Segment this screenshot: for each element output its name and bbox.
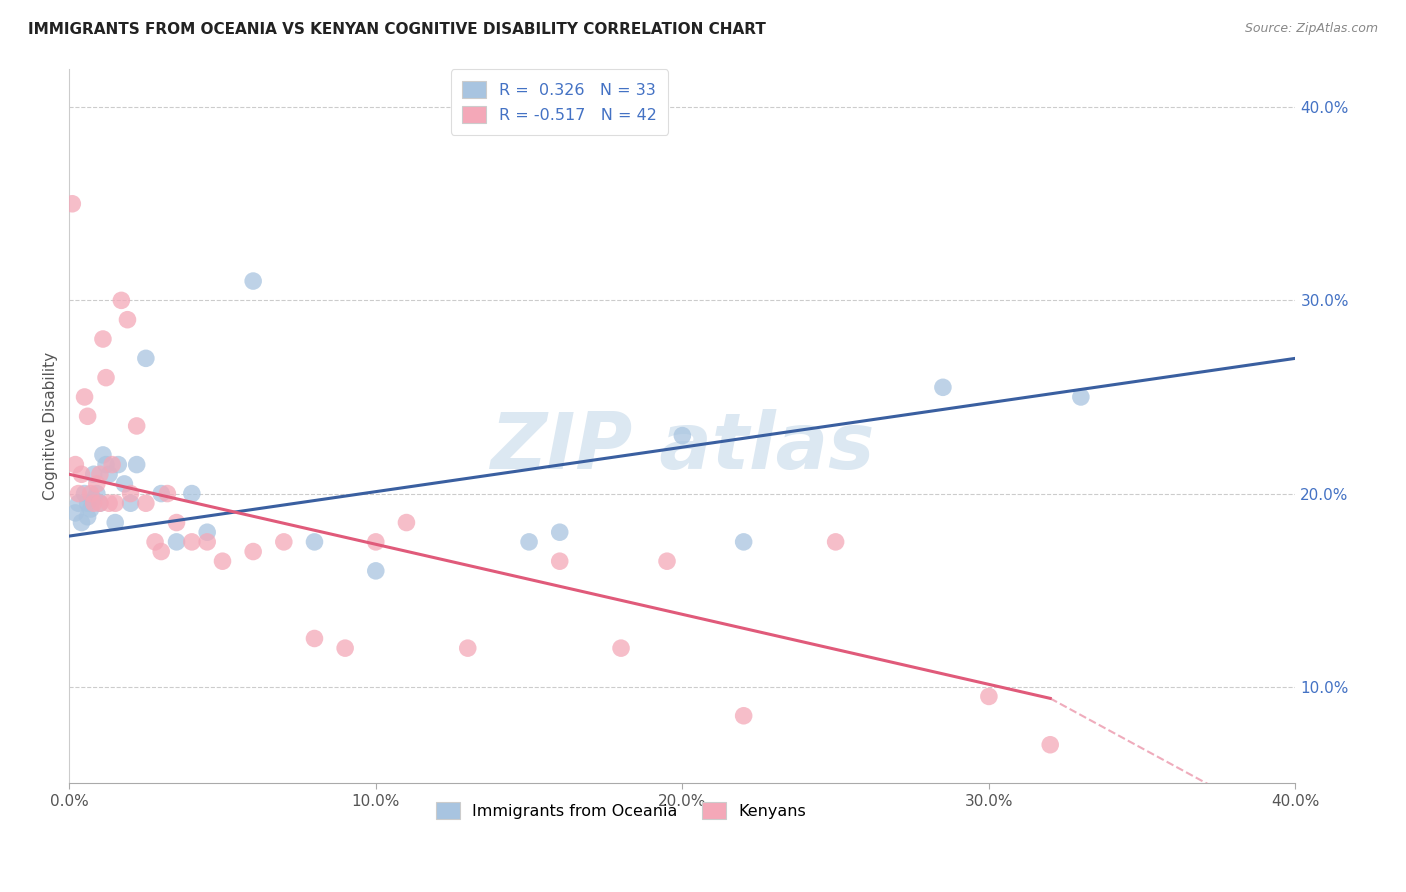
Point <box>166 534 188 549</box>
Point <box>80 486 103 500</box>
Point <box>65 506 87 520</box>
Text: Source: ZipAtlas.com: Source: ZipAtlas.com <box>1244 22 1378 36</box>
Point <box>94 458 117 472</box>
Point <box>135 496 157 510</box>
Point <box>91 332 114 346</box>
Text: ZIP atlas: ZIP atlas <box>491 409 875 485</box>
Point <box>70 467 93 482</box>
Point <box>304 534 326 549</box>
Point <box>733 708 755 723</box>
Point <box>89 496 111 510</box>
Point <box>610 641 633 656</box>
Point <box>333 641 356 656</box>
Point <box>655 554 678 568</box>
Point <box>166 516 188 530</box>
Point <box>733 534 755 549</box>
Point <box>143 534 166 549</box>
Point <box>83 467 105 482</box>
Point <box>364 534 387 549</box>
Point <box>273 534 295 549</box>
Point <box>932 380 955 394</box>
Point <box>125 458 148 472</box>
Point <box>304 632 326 646</box>
Point <box>86 486 108 500</box>
Point <box>89 496 111 510</box>
Point <box>1039 738 1062 752</box>
Point <box>83 492 105 507</box>
Point <box>76 409 98 424</box>
Point <box>242 274 264 288</box>
Point <box>98 467 121 482</box>
Point <box>91 448 114 462</box>
Point <box>135 351 157 366</box>
Point <box>83 496 105 510</box>
Point <box>89 467 111 482</box>
Point <box>517 534 540 549</box>
Point <box>104 496 127 510</box>
Point <box>73 390 96 404</box>
Point <box>70 516 93 530</box>
Y-axis label: Cognitive Disability: Cognitive Disability <box>44 351 58 500</box>
Point <box>107 458 129 472</box>
Point <box>65 458 87 472</box>
Point <box>195 525 218 540</box>
Point <box>977 690 1000 704</box>
Point <box>112 477 135 491</box>
Point <box>150 486 173 500</box>
Point <box>104 516 127 530</box>
Point <box>824 534 846 549</box>
Point <box>73 486 96 500</box>
Point <box>60 196 83 211</box>
Point <box>1070 390 1092 404</box>
Legend: Immigrants from Oceania, Kenyans: Immigrants from Oceania, Kenyans <box>429 796 813 825</box>
Point <box>110 293 132 308</box>
Point <box>120 486 142 500</box>
Text: IMMIGRANTS FROM OCEANIA VS KENYAN COGNITIVE DISABILITY CORRELATION CHART: IMMIGRANTS FROM OCEANIA VS KENYAN COGNIT… <box>28 22 766 37</box>
Point <box>671 428 693 442</box>
Point <box>195 534 218 549</box>
Point <box>94 370 117 384</box>
Point <box>76 509 98 524</box>
Point <box>67 486 90 500</box>
Point <box>242 544 264 558</box>
Point <box>548 525 571 540</box>
Point <box>76 496 98 510</box>
Point <box>211 554 233 568</box>
Point <box>364 564 387 578</box>
Point <box>86 477 108 491</box>
Point <box>395 516 418 530</box>
Point <box>180 534 202 549</box>
Point <box>548 554 571 568</box>
Point <box>67 496 90 510</box>
Point <box>457 641 479 656</box>
Point <box>98 496 121 510</box>
Point <box>150 544 173 558</box>
Point <box>80 502 103 516</box>
Point <box>117 312 139 326</box>
Point <box>125 419 148 434</box>
Point <box>120 496 142 510</box>
Point <box>156 486 179 500</box>
Point <box>101 458 124 472</box>
Point <box>180 486 202 500</box>
